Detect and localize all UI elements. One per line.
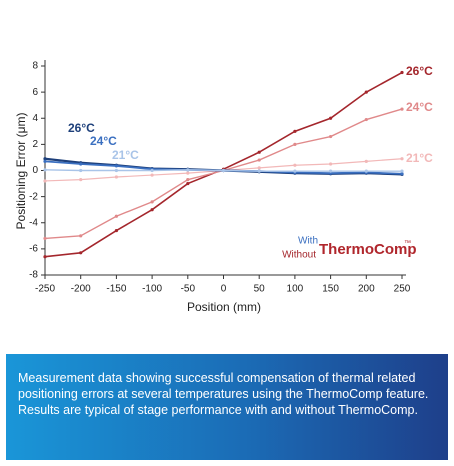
- y-axis-label: Positioning Error (μm): [14, 113, 28, 230]
- x-tick-label: 150: [322, 284, 339, 295]
- series-label: 26°C: [406, 64, 433, 78]
- point: [364, 117, 368, 122]
- point: [293, 163, 297, 167]
- y-tick-label: 2: [32, 139, 38, 150]
- point: [329, 162, 333, 166]
- brand: ThermoComp: [319, 241, 417, 258]
- point: [186, 178, 190, 182]
- y-tick-label: -2: [29, 191, 38, 202]
- x-tick-label: -150: [106, 284, 126, 295]
- point: [400, 107, 404, 111]
- x-tick-label: -100: [142, 284, 162, 295]
- point: [221, 168, 226, 173]
- point: [79, 178, 83, 182]
- point: [257, 169, 261, 173]
- point: [114, 164, 118, 168]
- y-tick-label: -8: [29, 270, 38, 281]
- series-label: 26°C: [68, 121, 95, 135]
- point: [114, 228, 118, 233]
- chart: Positioning Error (μm) Position (mm) Wit…: [14, 60, 433, 314]
- point: [186, 171, 190, 175]
- point: [364, 90, 368, 94]
- series-label: 21°C: [112, 148, 139, 162]
- y-tick-label: -4: [29, 217, 38, 228]
- x-tick-label: 0: [221, 284, 227, 295]
- x-tick-label: -200: [71, 284, 91, 295]
- caption: Measurement data showing successful comp…: [6, 354, 448, 460]
- point: [186, 181, 190, 186]
- point: [329, 169, 333, 173]
- point: [43, 255, 47, 259]
- point: [79, 168, 83, 173]
- point: [114, 175, 118, 179]
- point: [79, 251, 83, 255]
- trademark: ™: [404, 240, 411, 247]
- x-tick-label: 250: [394, 284, 411, 295]
- y-tick-label: 0: [32, 165, 38, 176]
- point: [43, 179, 47, 183]
- x-axis-label: Position (mm): [187, 300, 261, 314]
- x-tick-label: -50: [181, 284, 196, 295]
- y-tick-label: -6: [29, 244, 38, 255]
- point: [257, 150, 261, 154]
- x-tick-label: 100: [287, 284, 304, 295]
- series-label: 21°C: [406, 151, 433, 165]
- y-tick-label: 4: [32, 113, 38, 124]
- point: [114, 214, 118, 218]
- legend-with: With: [298, 236, 318, 247]
- point: [79, 162, 83, 166]
- series-label: 24°C: [406, 100, 433, 114]
- point: [43, 159, 47, 163]
- point: [293, 169, 297, 173]
- series-label: 24°C: [90, 134, 117, 148]
- point: [329, 134, 333, 139]
- point: [329, 116, 333, 120]
- point: [186, 168, 190, 172]
- point: [400, 172, 404, 176]
- legend-without: Without: [282, 250, 316, 261]
- point: [400, 70, 404, 75]
- point: [150, 208, 154, 212]
- point: [257, 166, 261, 170]
- point: [400, 169, 404, 173]
- point: [293, 129, 297, 133]
- y-tick-label: 8: [32, 61, 38, 72]
- point: [150, 168, 154, 173]
- point: [43, 168, 47, 172]
- y-tick-label: 6: [32, 87, 38, 98]
- point: [114, 168, 118, 173]
- point: [400, 157, 404, 161]
- x-tick-label: 50: [254, 284, 266, 295]
- point: [364, 169, 368, 173]
- point: [150, 200, 154, 204]
- x-tick-label: 200: [358, 284, 375, 295]
- x-tick-label: -250: [35, 284, 55, 295]
- point: [79, 234, 83, 238]
- point: [364, 159, 368, 163]
- point: [43, 157, 47, 161]
- point: [150, 173, 154, 177]
- point: [293, 142, 297, 146]
- point: [257, 158, 261, 162]
- point: [43, 236, 47, 241]
